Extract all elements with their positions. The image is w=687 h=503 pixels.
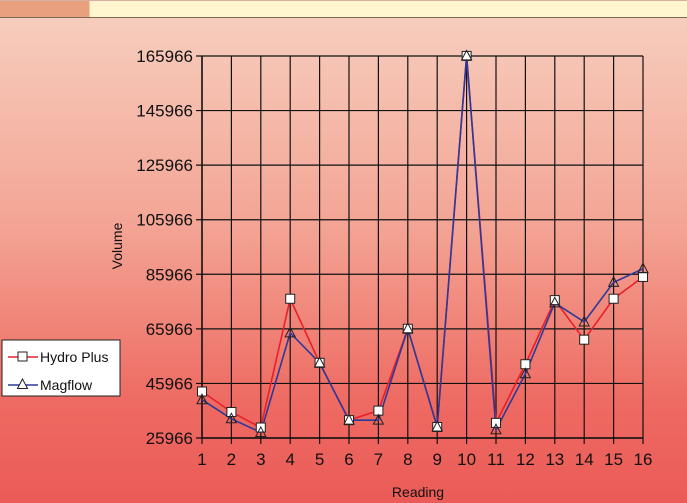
y-tick-label: 105966 [136, 211, 193, 230]
y-axis-title: Volume [109, 222, 125, 269]
x-tick-label: 1 [197, 450, 206, 469]
data-point-magflow [372, 413, 385, 425]
y-tick-label: 65966 [146, 320, 193, 339]
x-tick-label: 11 [487, 450, 505, 469]
x-tick-label: 4 [285, 450, 294, 469]
x-tick-label: 9 [432, 450, 441, 469]
data-point-magflow [196, 393, 208, 405]
data-point-hydro-plus [608, 293, 619, 304]
series-lines [196, 49, 649, 437]
data-point-hydro-plus [549, 295, 560, 306]
data-point-hydro-plus [285, 293, 296, 304]
data-point-hydro-plus [226, 406, 237, 417]
data-point-magflow [401, 322, 414, 334]
x-tick-label: 7 [374, 450, 383, 469]
legend: Hydro Plus Magflow [1, 339, 121, 397]
x-tick-label: 12 [516, 450, 535, 469]
y-tick-label: 165966 [136, 47, 193, 66]
grid [196, 55, 644, 439]
data-point-magflow [284, 326, 297, 338]
data-point-hydro-plus [638, 271, 648, 282]
data-point-magflow [519, 367, 532, 379]
data-point-hydro-plus [491, 417, 501, 428]
x-tick-label: 10 [457, 450, 476, 469]
tick-labels: 2596645966659668596610596612596614596616… [136, 47, 652, 469]
y-tick-label: 45966 [146, 374, 193, 393]
data-point-hydro-plus [579, 334, 590, 345]
legend-marker-hydro-plus [17, 351, 28, 362]
legend-label-hydro-plus: Hydro Plus [40, 349, 108, 365]
data-point-magflow [313, 356, 326, 368]
x-tick-label: 3 [256, 450, 265, 469]
x-tick-label: 14 [575, 450, 594, 469]
x-tick-label: 6 [344, 450, 353, 469]
data-point-magflow [254, 425, 267, 437]
data-point-magflow [460, 49, 473, 61]
x-tick-label: 8 [403, 450, 412, 469]
y-tick-label: 145966 [136, 102, 193, 121]
y-tick-label: 125966 [136, 156, 193, 175]
x-tick-label: 13 [545, 450, 564, 469]
data-point-magflow [490, 423, 502, 435]
x-tick-label: 5 [315, 450, 324, 469]
data-point-magflow [637, 262, 649, 274]
top-strip [0, 1, 687, 18]
legend-label-magflow: Magflow [40, 377, 93, 393]
data-point-magflow [343, 413, 355, 425]
series-line-hydro-plus [201, 55, 644, 429]
data-point-magflow [431, 420, 444, 432]
data-point-magflow [548, 296, 561, 308]
y-tick-label: 25966 [146, 429, 193, 448]
data-point-magflow [225, 412, 238, 424]
axes [201, 56, 644, 444]
series-line-magflow [201, 55, 644, 434]
data-point-magflow [607, 275, 620, 287]
data-point-magflow [578, 315, 591, 327]
x-tick-label: 2 [227, 450, 236, 469]
x-axis-title: Reading [392, 484, 444, 500]
legend-marker-magflow [16, 377, 29, 389]
data-point-hydro-plus [197, 386, 207, 397]
x-tick-label: 16 [634, 450, 653, 469]
x-tick-label: 15 [604, 450, 623, 469]
y-tick-label: 85966 [146, 265, 193, 284]
